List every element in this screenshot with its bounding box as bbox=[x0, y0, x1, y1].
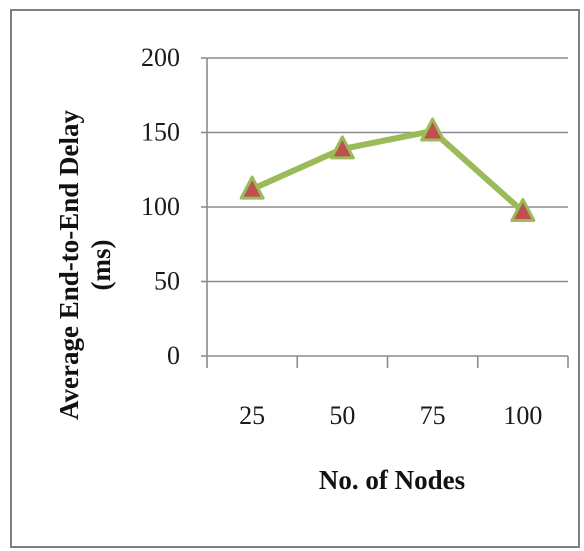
x-tick-label: 25 bbox=[239, 401, 265, 430]
data-point-marker bbox=[420, 117, 446, 142]
chart-frame bbox=[10, 9, 580, 548]
x-tick-label: 50 bbox=[329, 401, 355, 430]
y-tick-label: 50 bbox=[154, 267, 180, 296]
y-tick-labels: 0 50 100 150 200 bbox=[141, 43, 180, 370]
data-point-marker bbox=[329, 135, 355, 160]
y-tick-label: 200 bbox=[141, 43, 180, 72]
y-tick-label: 0 bbox=[167, 341, 180, 370]
data-point-marker bbox=[239, 175, 265, 200]
series-line bbox=[249, 128, 526, 215]
series bbox=[239, 117, 536, 222]
x-axis-title: No. of Nodes bbox=[319, 465, 465, 495]
y-axis-title: Average End-to-End Delay bbox=[54, 110, 84, 420]
x-tick-labels: 25 50 75 100 bbox=[239, 401, 542, 430]
data-point-marker bbox=[510, 197, 536, 222]
gridlines bbox=[207, 57, 568, 357]
axes bbox=[201, 57, 569, 368]
x-tick-label: 100 bbox=[503, 401, 542, 430]
x-tick-label: 75 bbox=[420, 401, 446, 430]
y-tick-label: 100 bbox=[141, 192, 180, 221]
y-tick-label: 150 bbox=[141, 118, 180, 147]
y-axis-unit: (ms) bbox=[86, 240, 116, 291]
